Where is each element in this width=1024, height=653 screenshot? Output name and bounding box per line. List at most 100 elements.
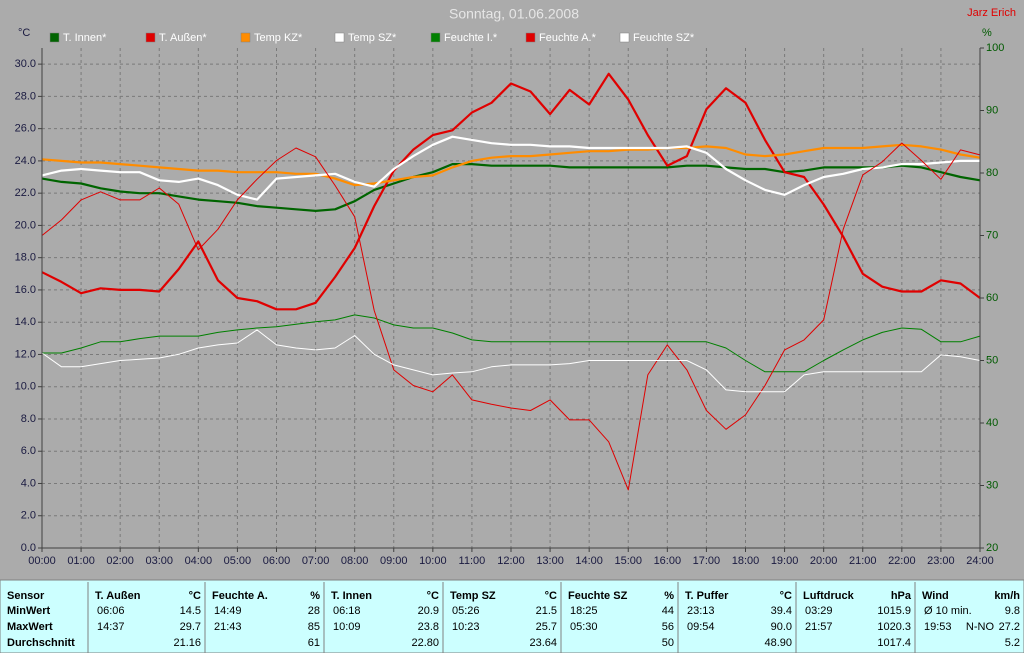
x-tick-label: 15:00 xyxy=(614,555,642,567)
x-tick-label: 19:00 xyxy=(771,555,799,567)
avg-value: 61 xyxy=(308,637,320,649)
avg-value: 22.80 xyxy=(411,637,439,649)
column-header: T. Außen xyxy=(95,590,141,602)
max-note: N-NO xyxy=(966,621,995,633)
y2-tick-label: 30 xyxy=(986,479,998,491)
annotation: Jarz Erich xyxy=(967,7,1016,19)
y2-tick-label: 40 xyxy=(986,417,998,429)
x-tick-label: 24:00 xyxy=(966,555,994,567)
min-time: 18:25 xyxy=(570,605,598,617)
chart-title: Sonntag, 01.06.2008 xyxy=(449,6,579,22)
column-unit: °C xyxy=(545,590,557,602)
x-tick-label: 00:00 xyxy=(28,555,56,567)
y2-tick-label: 80 xyxy=(986,167,998,179)
max-time: 21:43 xyxy=(214,621,242,633)
x-tick-label: 08:00 xyxy=(341,555,369,567)
legend-swatch xyxy=(334,32,345,43)
series-line xyxy=(41,135,980,201)
y-tick-label: 18.0 xyxy=(15,252,36,264)
y-tick-label: 6.0 xyxy=(21,445,36,457)
y-tick-label: 10.0 xyxy=(15,381,36,393)
max-time: 21:57 xyxy=(805,621,833,633)
min-time: 14:49 xyxy=(214,605,242,617)
max-value: 85 xyxy=(308,621,320,633)
y-tick-label: 22.0 xyxy=(15,187,36,199)
series-line xyxy=(41,72,981,311)
y2-tick-label: 20 xyxy=(986,542,998,554)
min-value: 44 xyxy=(662,605,674,617)
y-tick-label: 28.0 xyxy=(15,90,36,102)
max-value: 25.7 xyxy=(536,621,557,633)
legend-swatch xyxy=(145,32,156,43)
y-tick-label: 30.0 xyxy=(15,58,36,70)
max-time: 19:53 xyxy=(924,621,952,633)
column-header: Feuchte SZ xyxy=(568,590,628,602)
avg-value: 48.90 xyxy=(764,637,792,649)
x-tick-label: 01:00 xyxy=(67,555,95,567)
legend-swatch xyxy=(240,32,251,43)
legend-label: Temp KZ* xyxy=(254,32,303,44)
column-unit: °C xyxy=(189,590,201,602)
legend-label: Temp SZ* xyxy=(348,32,397,44)
y-tick-label: 16.0 xyxy=(15,284,36,296)
column-unit: °C xyxy=(780,590,792,602)
max-time: 09:54 xyxy=(687,621,715,633)
min-time: Ø 10 min. xyxy=(924,605,972,617)
max-value: 23.8 xyxy=(418,621,439,633)
max-value: 56 xyxy=(662,621,674,633)
column-unit: % xyxy=(664,590,674,602)
max-time: 10:09 xyxy=(333,621,361,633)
y2-axis-label: % xyxy=(982,27,992,39)
max-value: 1020.3 xyxy=(877,621,911,633)
y-tick-label: 2.0 xyxy=(21,510,36,522)
y-tick-label: 0.0 xyxy=(21,542,36,554)
row-label: Durchschnitt xyxy=(7,637,75,649)
x-tick-label: 18:00 xyxy=(732,555,760,567)
min-value: 9.8 xyxy=(1005,605,1020,617)
x-tick-label: 17:00 xyxy=(693,555,721,567)
min-value: 21.5 xyxy=(536,605,557,617)
series-line xyxy=(41,142,981,491)
x-tick-label: 02:00 xyxy=(106,555,134,567)
series-line xyxy=(42,314,981,373)
x-tick-label: 06:00 xyxy=(263,555,291,567)
stats-panel xyxy=(0,579,1024,653)
min-time: 03:29 xyxy=(805,605,833,617)
x-tick-label: 07:00 xyxy=(302,555,330,567)
min-value: 1015.9 xyxy=(877,605,911,617)
x-tick-label: 11:00 xyxy=(459,555,486,567)
y-tick-label: 24.0 xyxy=(15,155,36,167)
y-tick-label: 20.0 xyxy=(15,219,36,231)
row-label: Sensor xyxy=(7,590,45,602)
y-tick-label: 8.0 xyxy=(21,413,36,425)
y2-tick-label: 60 xyxy=(986,292,998,304)
x-tick-label: 10:00 xyxy=(419,555,447,567)
y-tick-label: 4.0 xyxy=(21,477,36,489)
row-label: MaxWert xyxy=(7,621,53,633)
x-tick-label: 13:00 xyxy=(536,555,564,567)
x-tick-label: 23:00 xyxy=(927,555,955,567)
min-value: 14.5 xyxy=(180,605,201,617)
avg-value: 23.64 xyxy=(529,637,557,649)
x-tick-label: 20:00 xyxy=(810,555,838,567)
series-line xyxy=(41,163,981,212)
y-tick-label: 26.0 xyxy=(15,123,36,135)
column-header: Luftdruck xyxy=(803,590,855,602)
min-value: 20.9 xyxy=(418,605,439,617)
series-line xyxy=(41,143,981,187)
legend-label: T. Innen* xyxy=(63,32,107,44)
legend-swatch xyxy=(430,32,441,43)
max-time: 05:30 xyxy=(570,621,598,633)
min-time: 05:26 xyxy=(452,605,480,617)
y2-tick-label: 90 xyxy=(986,104,998,116)
max-time: 14:37 xyxy=(97,621,125,633)
column-header: T. Puffer xyxy=(685,590,729,602)
y-tick-label: 12.0 xyxy=(15,348,36,360)
column-unit: °C xyxy=(427,590,439,602)
legend-label: Feuchte SZ* xyxy=(633,32,695,44)
column-unit: % xyxy=(310,590,320,602)
min-time: 06:06 xyxy=(97,605,125,617)
y-tick-label: 14.0 xyxy=(15,316,36,328)
max-value: 29.7 xyxy=(180,621,201,633)
